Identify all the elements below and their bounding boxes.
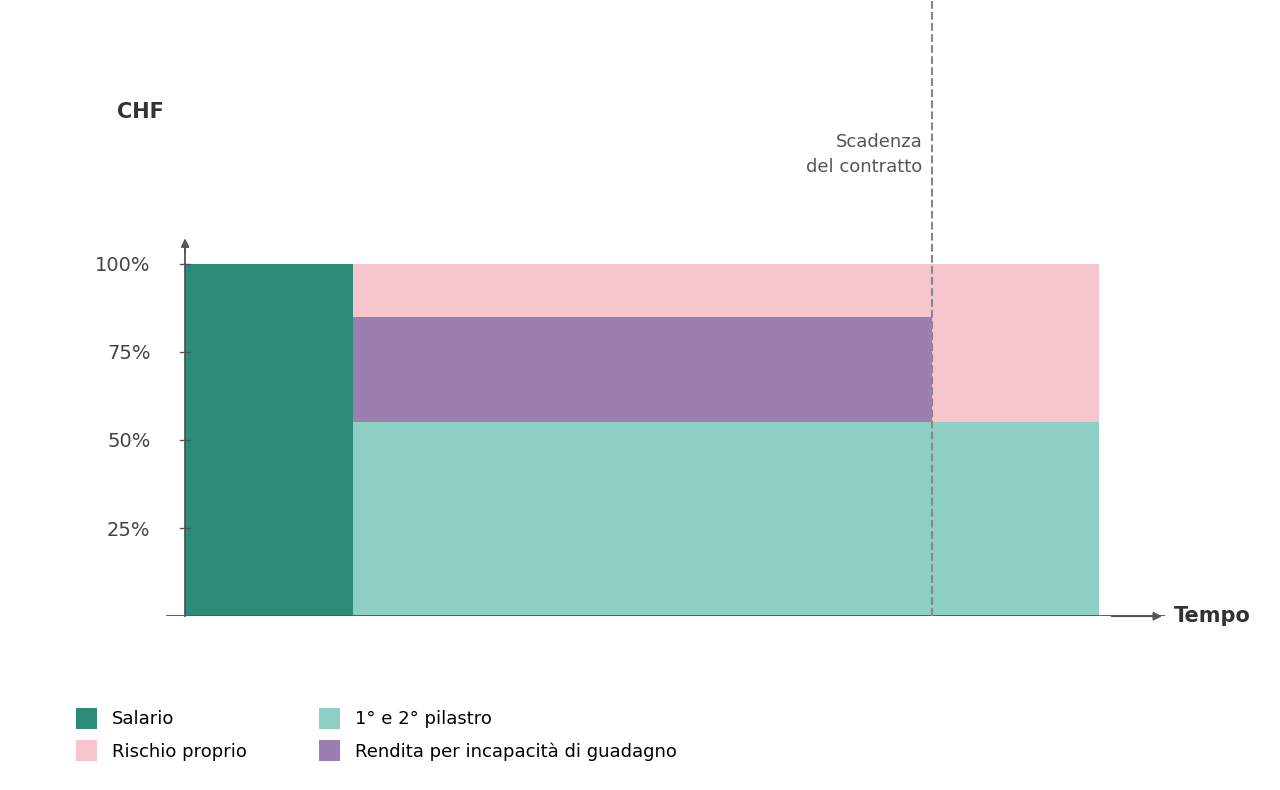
Text: Tempo: Tempo <box>1174 606 1251 626</box>
Text: CHF: CHF <box>118 103 164 122</box>
Bar <box>353 317 932 423</box>
Bar <box>353 423 932 616</box>
Text: Scadenza
del contratto: Scadenza del contratto <box>806 133 922 175</box>
Bar <box>353 264 932 317</box>
Bar <box>932 264 1100 423</box>
Legend: Salario, Rischio proprio, 1° e 2° pilastro, Rendita per incapacità di guadagno: Salario, Rischio proprio, 1° e 2° pilast… <box>76 708 677 761</box>
Bar <box>186 264 353 616</box>
Bar <box>932 423 1100 616</box>
